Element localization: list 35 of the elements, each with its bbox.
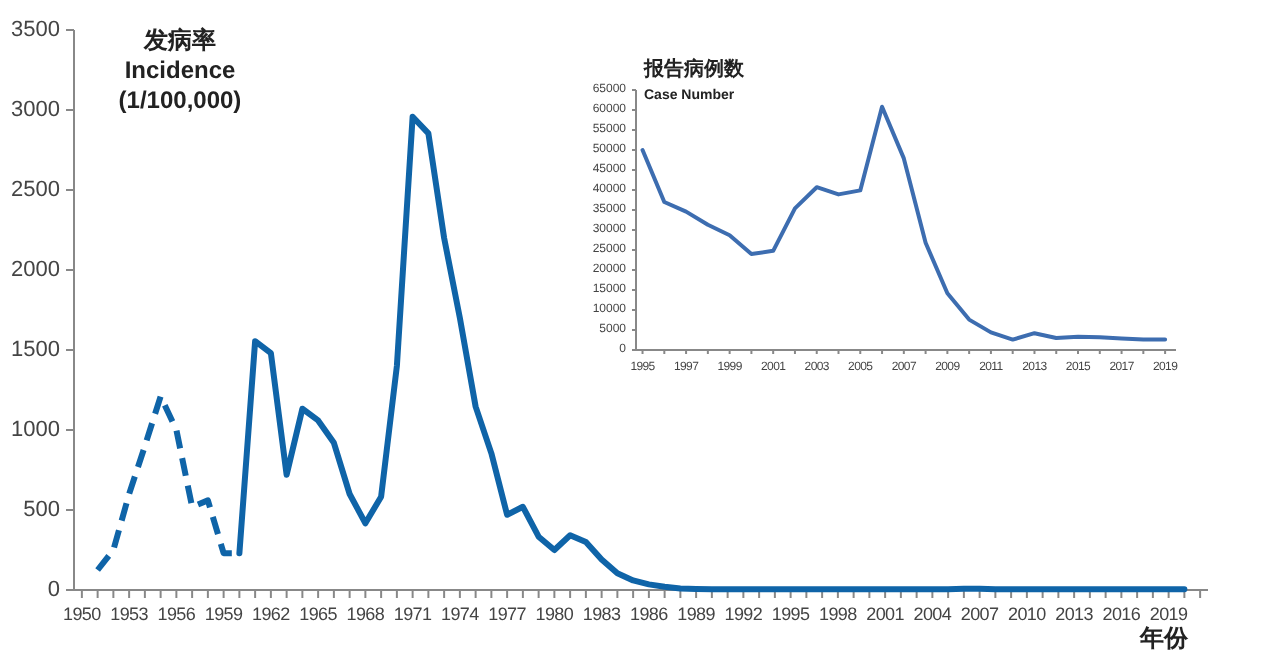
x-axis-title: 年份 (1138, 624, 1190, 652)
x-tick-label: 2007 (960, 604, 1000, 624)
line-series (640, 104, 1168, 342)
y-tick-label: 2000 (11, 258, 60, 282)
x-tick-label: 2016 (1102, 604, 1141, 624)
y-axis-title: 发病率 Incidence (1/100,000) (118, 26, 242, 114)
x-tick-label: 1986 (630, 604, 669, 624)
x-tick-label: 1950 (63, 604, 102, 624)
y-tick-label: 3000 (11, 98, 60, 122)
x-tick-label: 2001 (866, 604, 905, 624)
y-tick-label: 1500 (11, 338, 60, 362)
x-tick-label: 1995 (771, 604, 811, 624)
x-tick-label: 1956 (157, 604, 196, 624)
x-tick-label: 1989 (677, 604, 716, 624)
x-tick-label: 1962 (252, 604, 291, 624)
x-tick-label: 1968 (346, 604, 385, 624)
x-tick-label: 1998 (819, 604, 858, 624)
x-tick-label: 1983 (582, 604, 622, 624)
x-tick-label: 2010 (1008, 604, 1047, 624)
x-tick-label: 1974 (441, 604, 480, 624)
x-tick-label: 1965 (299, 604, 338, 624)
x-tick-label: 1953 (110, 604, 149, 624)
y-tick-label: 1000 (11, 418, 60, 442)
x-tick-label: 1977 (488, 604, 527, 624)
x-tick-label: 1992 (724, 604, 763, 624)
x-tick-label: 2013 (1055, 604, 1094, 624)
x-tick-label: 2004 (913, 604, 952, 624)
x-tick-label: 2019 (1149, 604, 1189, 624)
y-tick-label: 3500 (11, 18, 60, 42)
y-tick-label: 500 (23, 498, 60, 522)
x-tick-label: 1971 (393, 604, 433, 624)
x-tick-label: 1959 (204, 604, 244, 624)
y-tick-label: 0 (47, 578, 60, 602)
y-tick-label: 2500 (11, 178, 60, 202)
x-tick-label: 1980 (535, 604, 574, 624)
